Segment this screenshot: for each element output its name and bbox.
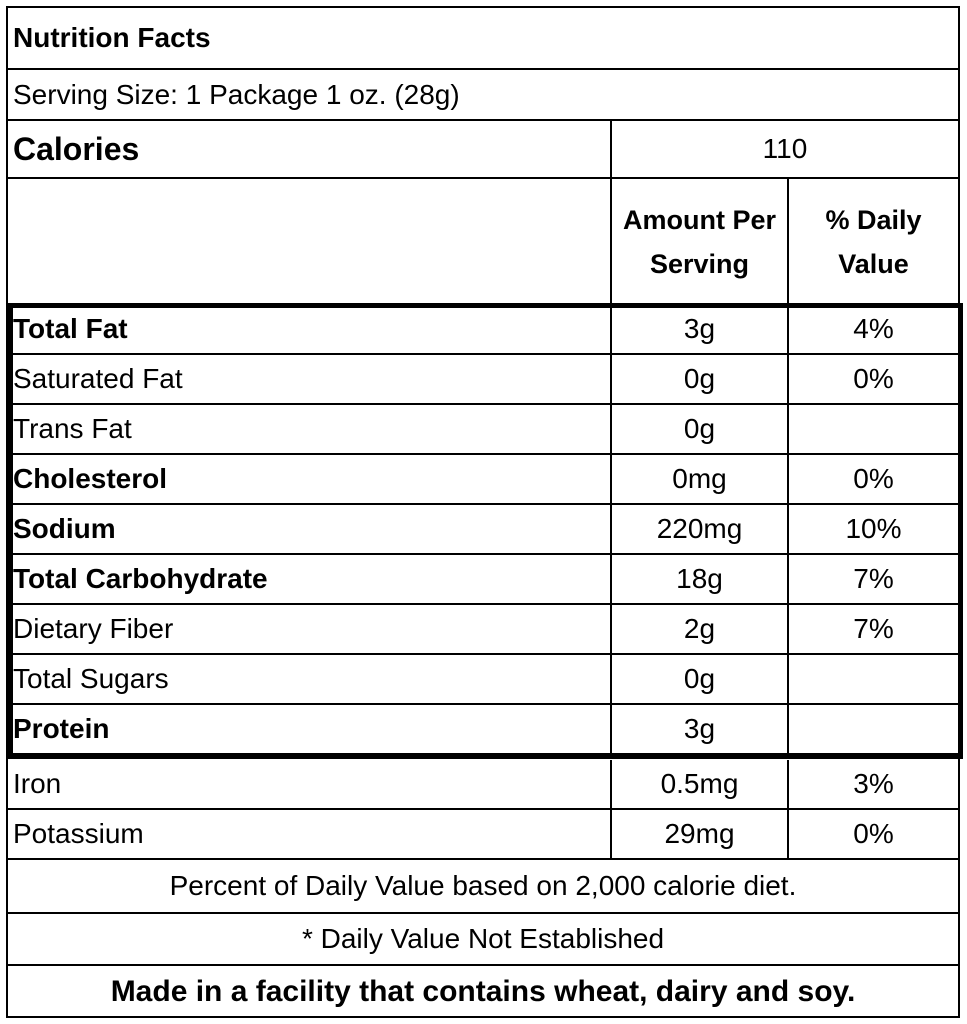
allergen-statement: Made in a facility that contains wheat, … (110, 975, 856, 1008)
column-header-row: Amount Per Serving % Daily Value (8, 179, 958, 305)
nutrient-daily-value: 0% (787, 455, 958, 503)
nutrient-amount: 3g (610, 305, 787, 353)
nutrient-name: Total Sugars (13, 663, 169, 694)
nutrient-name: Dietary Fiber (13, 613, 174, 644)
footnote-dv-row: Percent of Daily Value based on 2,000 ca… (8, 860, 958, 914)
header-blank (8, 179, 610, 305)
footnote-not-established: * Daily Value Not Established (301, 923, 665, 954)
nutrient-daily-value (787, 405, 958, 453)
mineral-name: Potassium (13, 818, 144, 849)
nutrient-daily-value: 7% (787, 605, 958, 653)
footnote-daily-value: Percent of Daily Value based on 2,000 ca… (169, 870, 797, 901)
nutrient-amount: 18g (610, 555, 787, 603)
footnote-na-row: * Daily Value Not Established (8, 914, 958, 966)
nutrient-name: Total Carbohydrate (13, 563, 268, 594)
nutrient-amount: 0mg (610, 455, 787, 503)
mineral-daily-value: 0% (787, 810, 958, 858)
nutrient-amount: 0g (610, 655, 787, 703)
nutrient-daily-value (787, 705, 958, 753)
title-row: Nutrition Facts (8, 8, 958, 70)
serving-size: Serving Size: 1 Package 1 oz. (28g) (13, 78, 460, 110)
calories-row: Calories 110 (8, 121, 958, 179)
mineral-amount: 0.5mg (610, 760, 787, 808)
mineral-row: Iron 0.5mg 3% (8, 760, 958, 810)
mineral-name: Iron (13, 768, 62, 799)
nutrient-name: Sodium (13, 513, 116, 544)
nutrient-name: Cholesterol (13, 463, 168, 494)
nutrient-row: Total Carbohydrate 18g 7% (8, 555, 958, 605)
label-title: Nutrition Facts (13, 22, 211, 53)
nutrient-amount: 3g (610, 705, 787, 753)
nutrient-row: Trans Fat 0g (8, 405, 958, 455)
nutrient-daily-value (787, 655, 958, 703)
mineral-amount: 29mg (610, 810, 787, 858)
nutrient-row: Saturated Fat 0g 0% (8, 355, 958, 405)
nutrient-amount: 220mg (610, 505, 787, 553)
nutrient-row: Cholesterol 0mg 0% (8, 455, 958, 505)
allergen-row: Made in a facility that contains wheat, … (8, 966, 958, 1018)
nutrient-name: Trans Fat (13, 413, 132, 444)
nutrition-facts-label: Nutrition Facts Serving Size: 1 Package … (6, 6, 963, 1018)
nutrient-row: Protein 3g (8, 705, 958, 755)
nutrient-daily-value: 10% (787, 505, 958, 553)
nutrient-row: Sodium 220mg 10% (8, 505, 958, 555)
nutrient-amount: 2g (610, 605, 787, 653)
nutrient-row: Dietary Fiber 2g 7% (8, 605, 958, 655)
nutrient-daily-value: 0% (787, 355, 958, 403)
nutrient-name: Total Fat (13, 313, 128, 344)
nutrient-daily-value: 4% (787, 305, 958, 353)
nutrient-name: Protein (13, 713, 110, 744)
header-daily-value: % Daily Value (787, 179, 958, 305)
nutrient-amount: 0g (610, 405, 787, 453)
mineral-daily-value: 3% (787, 760, 958, 808)
nutrient-name: Saturated Fat (13, 363, 183, 394)
nutrient-amount: 0g (610, 355, 787, 403)
header-amount: Amount Per Serving (610, 179, 787, 305)
calories-label: Calories (13, 130, 140, 167)
calories-value: 110 (610, 121, 958, 177)
nutrient-row: Total Fat 3g 4% (8, 305, 958, 355)
nutrient-daily-value: 7% (787, 555, 958, 603)
serving-size-row: Serving Size: 1 Package 1 oz. (28g) (8, 70, 958, 121)
nutrient-row: Total Sugars 0g (8, 655, 958, 705)
mineral-row: Potassium 29mg 0% (8, 810, 958, 860)
